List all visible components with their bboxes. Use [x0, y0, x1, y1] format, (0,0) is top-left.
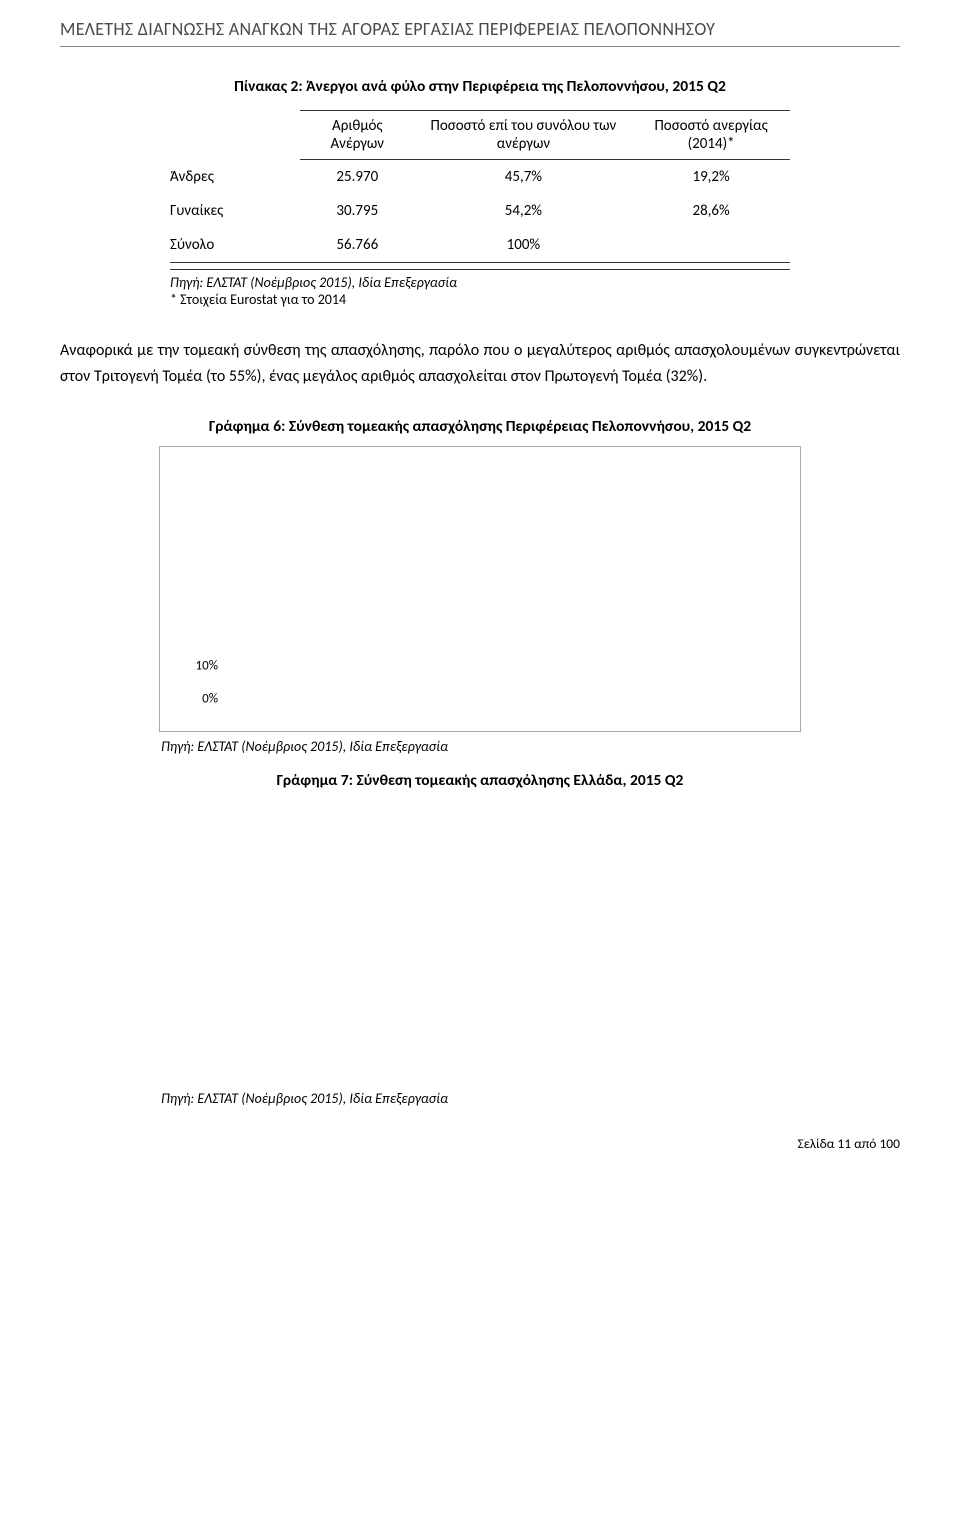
table-cell: [632, 228, 790, 263]
table-source: Πηγή: ΕΛΣΤΑΤ (Νοέμβριος 2015), Ιδία Eπεξ…: [170, 269, 790, 291]
doc-header: ΜΕΛΕΤΗΣ ΔΙΑΓΝΩΣΗΣ ΑΝΑΓΚΩΝ ΤΗΣ ΑΓΟΡΑΣ ΕΡΓ…: [60, 0, 900, 47]
table-cell: 100%: [415, 228, 633, 263]
table-cell: 28,6%: [632, 194, 790, 228]
chart7-source: Πηγή: ΕΛΣΤΑΤ (Νοέμβριος 2015), Ιδία Eπεξ…: [159, 1090, 801, 1107]
table-cell: 56.766: [300, 228, 415, 263]
y-tick: 0%: [170, 691, 218, 706]
y-tick: 10%: [170, 658, 218, 673]
body-paragraph: Αναφορικά με την τομεακή σύνθεση της απα…: [60, 338, 900, 391]
col-header: Αριθμός Ανέργων: [300, 111, 415, 160]
table-cell: 30.795: [300, 194, 415, 228]
page-number: Σελίδα 11 από 100: [60, 1135, 900, 1152]
chart7-title: Γράφημα 7: Σύνθεση τομεακής απασχόλησης …: [60, 771, 900, 790]
chart6: 0% 10%: [159, 446, 801, 732]
table-title: Πίνακας 2: Άνεργοι ανά φύλο στην Περιφέρ…: [60, 77, 900, 96]
table-cell: Γυναίκες: [170, 194, 300, 228]
table-cell: Άνδρες: [170, 160, 300, 195]
table-note: * Στοιχεία Eurostat για το 2014: [170, 291, 790, 308]
table-cell: Σύνολο: [170, 228, 300, 263]
table-cell: 54,2%: [415, 194, 633, 228]
table-cell: 19,2%: [632, 160, 790, 195]
col-header: Ποσοστό ανεργίας (2014)*: [632, 111, 790, 160]
table-cell: 25.970: [300, 160, 415, 195]
chart7: [170, 800, 790, 1084]
data-table: Αριθμός Ανέργων Ποσοστό επί του συνόλου …: [170, 110, 790, 263]
chart6-source: Πηγή: ΕΛΣΤΑΤ (Νοέμβριος 2015), Ιδία Eπεξ…: [159, 738, 801, 755]
table-cell: 45,7%: [415, 160, 633, 195]
chart6-title: Γράφημα 6: Σύνθεση τομεακής απασχόλησης …: [60, 417, 900, 436]
col-header: Ποσοστό επί του συνόλου των ανέργων: [415, 111, 633, 160]
